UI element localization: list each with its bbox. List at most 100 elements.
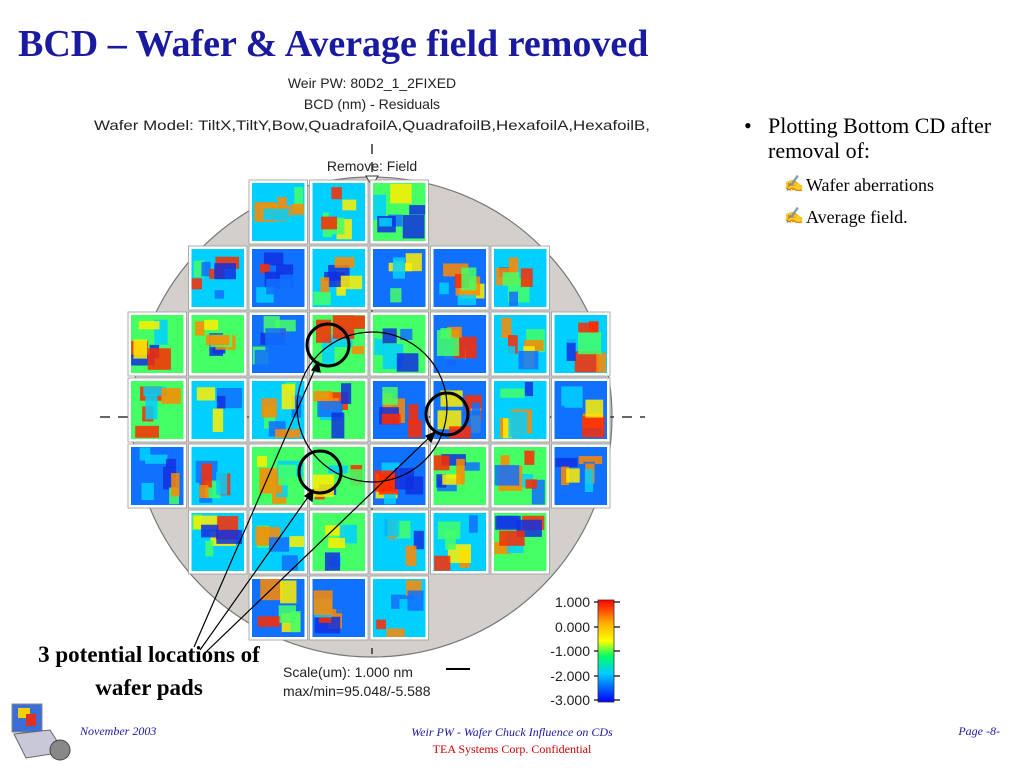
heatmap-blob (145, 454, 168, 464)
sub-bullet-item: ✍ Wafer aberrations (784, 169, 1014, 201)
heatmap-blob (461, 267, 477, 291)
scale-label: Scale(um): 1.000 nm (283, 664, 413, 680)
pad-callout: 3 potential locations of wafer pads (4, 638, 294, 704)
heatmap-blob (400, 328, 413, 341)
heatmap-blob (392, 257, 406, 279)
heatmap-blob (263, 208, 289, 221)
heatmap-blob (255, 526, 270, 546)
heatmap-blob (434, 555, 451, 571)
heatmap-blob (373, 519, 400, 537)
heatmap-blob (204, 319, 219, 330)
heatmap-blob (336, 591, 347, 614)
heatmap-blob (205, 540, 214, 557)
heatmap-blob (320, 277, 330, 293)
heatmap-blob (272, 493, 287, 504)
colorbar-ticks (594, 601, 620, 701)
field-tile-grid (127, 179, 611, 641)
heatmap-blob (555, 457, 578, 468)
footer-center: Weir PW - Wafer Chuck Influence on CDs T… (362, 724, 662, 758)
heatmap-blob (281, 555, 298, 571)
heatmap-blob (499, 530, 525, 546)
heatmap-blob (407, 590, 424, 611)
footer-presentation-title: Weir PW - Wafer Chuck Influence on CDs (411, 725, 613, 739)
heatmap-blob (441, 454, 466, 466)
colorbar-tick-1: 0.000 (555, 619, 590, 635)
heatmap-blob (342, 542, 365, 555)
heatmap-blob (216, 529, 243, 544)
colorbar-tick-0: 1.000 (555, 594, 590, 610)
heatmap-blob (294, 186, 304, 212)
bullet-main: • Plotting Bottom CD after removal of: (744, 113, 1014, 163)
heatmap-blob (341, 383, 352, 405)
heatmap-blob (324, 552, 340, 571)
callout-line1: 3 potential locations of (38, 642, 260, 667)
pen-icon: ✍ (784, 208, 804, 225)
heatmap-blob (561, 466, 570, 486)
heatmap-blob (201, 524, 219, 538)
heatmap-blob (566, 468, 580, 483)
heatmap-blob (377, 555, 392, 568)
heatmap-blob (524, 450, 535, 465)
heatmap-blob (524, 381, 534, 397)
heatmap-blob (205, 335, 230, 346)
heatmap-blob (133, 339, 148, 359)
heatmap-blob (408, 404, 419, 424)
heatmap-blob (449, 426, 471, 439)
heatmap-blob (382, 328, 397, 344)
heatmap-blob (324, 271, 346, 281)
heatmap-blob (396, 353, 419, 372)
heatmap-blob (321, 216, 338, 230)
heatmap-blob (340, 275, 363, 290)
heatmap-blob (502, 272, 520, 286)
heatmap-blob (143, 386, 167, 396)
heatmap-blob (193, 260, 205, 278)
bullet-list: • Plotting Bottom CD after removal of: ✍… (744, 113, 1014, 233)
heatmap-blob (265, 328, 286, 352)
heatmap-blob (214, 290, 225, 299)
heatmap-blob (161, 388, 181, 404)
heatmap-blob (279, 274, 305, 293)
heatmap-blob (268, 537, 289, 552)
heatmap-blob (313, 391, 333, 402)
heatmap-blob (554, 405, 565, 422)
heatmap-blob (503, 418, 512, 439)
heatmap-blob (400, 614, 415, 632)
colorbar-tick-3: -2.000 (550, 668, 590, 684)
heatmap-blob (554, 322, 578, 343)
heatmap-blob (334, 256, 355, 268)
heatmap-blob (501, 317, 512, 339)
heatmap-blob (260, 263, 270, 274)
pad-ring (296, 331, 448, 483)
callout-arrows (193, 360, 437, 653)
footer-page-number: Page -8- (958, 724, 1000, 738)
heatmap-blob (578, 456, 603, 465)
heatmap-blob (278, 605, 296, 623)
plot-title-line3: Wafer Model: TiltX,TiltY,Bow,QuadrafoilA… (94, 117, 650, 133)
heatmap-blob (374, 338, 384, 356)
heatmap-blob (259, 468, 283, 494)
heatmap-blob (138, 321, 160, 330)
heatmap-blob (376, 619, 386, 630)
heatmap-blob (313, 590, 333, 615)
slide-title: BCD – Wafer & Average field removed (18, 23, 649, 65)
heatmap-blob (390, 288, 402, 303)
heatmap-blob (561, 419, 572, 428)
heatmap-blob (508, 335, 518, 354)
pad-circle-1 (305, 322, 351, 368)
heatmap-blob (405, 476, 424, 495)
pad-circle-3 (297, 449, 343, 495)
sub-bullet-item: ✍ Average field. (784, 201, 1014, 233)
heatmap-blob (379, 218, 392, 227)
heatmap-blob (405, 545, 417, 567)
heatmap-blob (457, 294, 477, 306)
heatmap-blob (257, 616, 280, 627)
heatmap-blob (508, 411, 528, 438)
heatmap-blob (498, 346, 516, 356)
heatmap-blob (289, 536, 305, 548)
heatmap-blob (278, 464, 297, 486)
heatmap-blob (263, 252, 284, 266)
heatmap-blob (331, 412, 345, 439)
heatmap-blob (313, 291, 331, 306)
heatmap-blob (383, 494, 396, 505)
heatmap-blob (328, 465, 349, 474)
